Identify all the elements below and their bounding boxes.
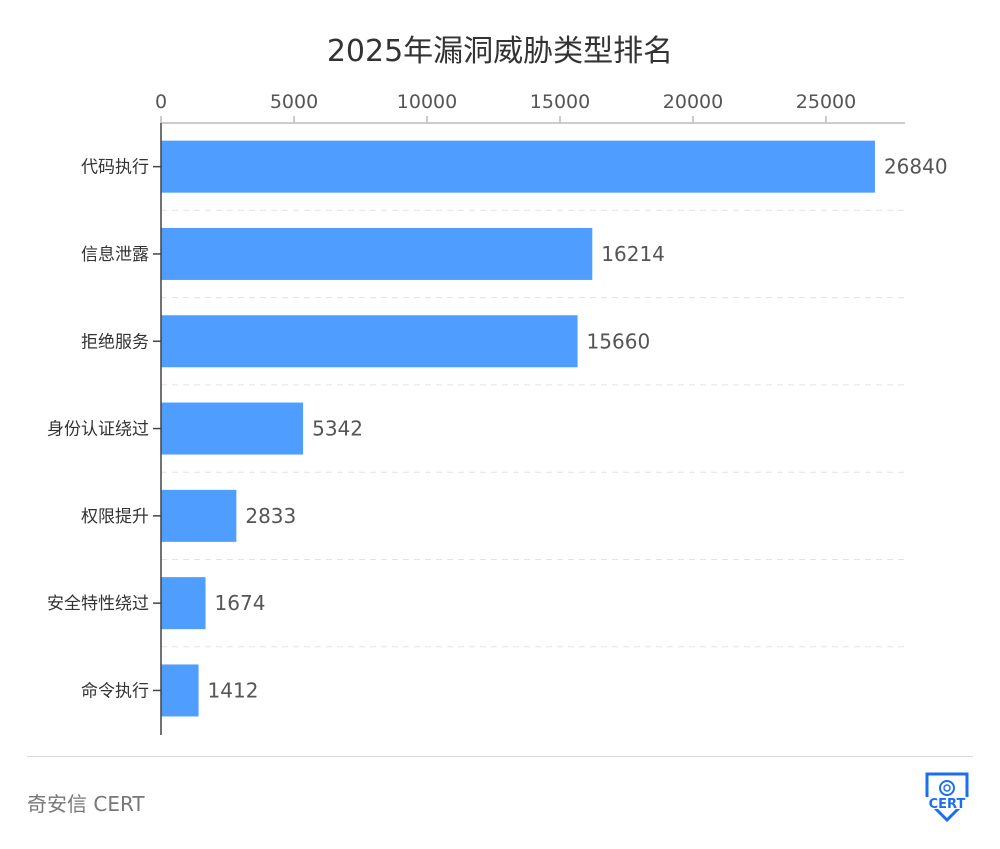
y-tick-label: 代码执行	[81, 158, 149, 178]
y-tick-label: 拒绝服务	[81, 332, 149, 352]
x-tick-label: 15000	[530, 91, 590, 113]
bar	[161, 402, 304, 455]
data-label: 2833	[245, 504, 296, 528]
bar	[161, 577, 206, 630]
bar	[161, 140, 875, 193]
bar	[161, 315, 578, 368]
x-tick-label: 0	[155, 91, 167, 113]
data-label: 26840	[884, 155, 948, 179]
bar	[161, 489, 237, 542]
chart-title: 2025年漏洞威胁类型排名	[326, 34, 674, 69]
bar	[161, 664, 199, 717]
y-tick-label: 身份认证绕过	[47, 420, 149, 440]
y-tick-label: 安全特性绕过	[47, 594, 149, 614]
x-tick-label: 10000	[397, 91, 457, 113]
x-tick-label: 20000	[663, 91, 723, 113]
x-tick-label: 5000	[270, 91, 318, 113]
y-tick-label: 命令执行	[81, 681, 149, 701]
y-tick-label: 权限提升	[81, 507, 149, 527]
data-label: 15660	[587, 329, 651, 353]
data-label: 5342	[312, 417, 363, 441]
source-label: 奇安信 CERT	[27, 792, 145, 816]
footer-divider	[27, 756, 973, 757]
y-tick-label: 信息泄露	[81, 245, 149, 265]
data-label: 16214	[601, 242, 665, 266]
data-label: 1674	[215, 591, 266, 615]
x-tick-label: 25000	[796, 91, 856, 113]
bar-chart: 0 5000 10000 15000 20000 25000 26840 代码执行 16214 信…	[47, 91, 948, 735]
data-label: 1412	[208, 678, 259, 702]
svg-text:CERT: CERT	[929, 797, 966, 812]
bar	[161, 227, 593, 280]
cert-logo-icon: CERT	[924, 772, 970, 823]
